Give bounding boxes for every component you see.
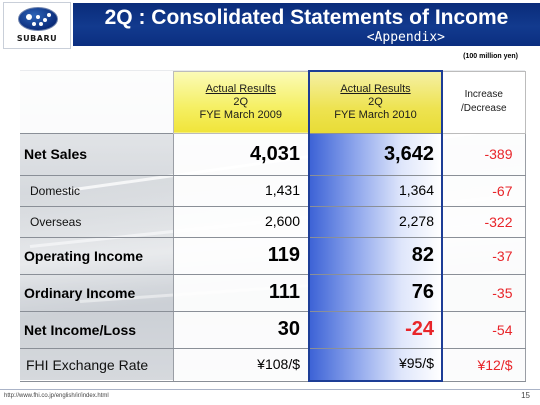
column-header-line: Actual Results <box>340 82 411 95</box>
unit-note: (100 million yen) <box>463 53 518 60</box>
value-change: -389 <box>442 132 526 176</box>
value-fye2010: 1,364 <box>398 181 434 198</box>
row-label: Operating Income <box>20 236 173 275</box>
column-header-line: Increase <box>464 89 503 100</box>
column-header-fye2010: Actual Results 2Q FYE March 2010 <box>308 70 443 133</box>
column-header-line: FYE March 2010 <box>334 108 417 121</box>
value-change: -322 <box>442 205 526 238</box>
column-header-line: /Decrease <box>460 103 507 114</box>
value-change: -67 <box>442 174 526 207</box>
logo-wordmark: SUBARU <box>16 34 58 43</box>
value-change: ¥12/$ <box>442 347 526 382</box>
page-number: 15 <box>521 391 530 400</box>
income-statement-table: Actual Results 2Q FYE March 2009 Actual … <box>20 70 526 382</box>
value-fye2010: 2,278 <box>398 212 434 229</box>
row-label: Domestic <box>20 174 173 207</box>
header: SUBARU 2Q : Consolidated Statements of I… <box>0 0 540 52</box>
value-fye2009: 4,031 <box>249 142 300 165</box>
column-header-line: Actual Results <box>205 82 276 95</box>
value-fye2009: 2,600 <box>264 212 300 229</box>
row-label: Net Sales <box>20 132 173 176</box>
header-blank-cell <box>20 71 173 133</box>
table-row-net-income: Net Income/Loss 30 -24 -54 <box>20 310 526 349</box>
table-header-row: Actual Results 2Q FYE March 2009 Actual … <box>20 70 526 134</box>
value-fye2010: 82 <box>411 244 434 266</box>
value-fye2010: ¥95/$ <box>398 355 434 372</box>
table-row-domestic: Domestic 1,431 1,364 -67 <box>20 174 526 207</box>
footer-url: http://www.fhi.co.jp/english/ir/index.ht… <box>4 393 109 399</box>
row-label: Overseas <box>20 205 173 238</box>
pleiades-emblem-icon <box>18 7 58 31</box>
subaru-logo: SUBARU <box>3 2 71 49</box>
value-fye2010: 3,642 <box>383 142 434 165</box>
column-header-line: 2Q <box>368 95 383 108</box>
value-fye2009: 1,431 <box>264 181 300 198</box>
value-change: -54 <box>442 310 526 349</box>
value-fye2009: ¥108/$ <box>257 355 300 372</box>
title-bar: 2Q : Consolidated Statements of Income <… <box>73 3 540 46</box>
value-fye2009: 119 <box>267 244 300 266</box>
row-label: Net Income/Loss <box>20 310 173 349</box>
value-fye2010: 76 <box>411 281 434 303</box>
row-label: Ordinary Income <box>20 273 173 312</box>
footer-divider <box>0 389 540 390</box>
table-row-operating-income: Operating Income 119 82 -37 <box>20 236 526 275</box>
table-row-exchange-rate: FHI Exchange Rate ¥108/$ ¥95/$ ¥12/$ <box>20 347 526 382</box>
column-header-line: FYE March 2009 <box>199 108 283 121</box>
value-change: -35 <box>442 273 526 312</box>
table-row-ordinary-income: Ordinary Income 111 76 -35 <box>20 273 526 312</box>
value-fye2010: -24 <box>405 318 434 340</box>
value-change: -37 <box>442 236 526 275</box>
column-header-change: Increase /Decrease <box>441 70 526 134</box>
column-header-line: 2Q <box>233 95 249 108</box>
page-title: 2Q : Consolidated Statements of Income <box>104 6 509 29</box>
value-fye2009: 30 <box>277 318 300 340</box>
column-header-fye2009: Actual Results 2Q FYE March 2009 <box>172 70 310 134</box>
table-row-net-sales: Net Sales 4,031 3,642 -389 <box>20 132 526 176</box>
row-label: FHI Exchange Rate <box>20 347 173 382</box>
table-row-overseas: Overseas 2,600 2,278 -322 <box>20 205 526 238</box>
page-subtitle: <Appendix> <box>366 30 445 45</box>
value-fye2009: 111 <box>268 281 300 303</box>
